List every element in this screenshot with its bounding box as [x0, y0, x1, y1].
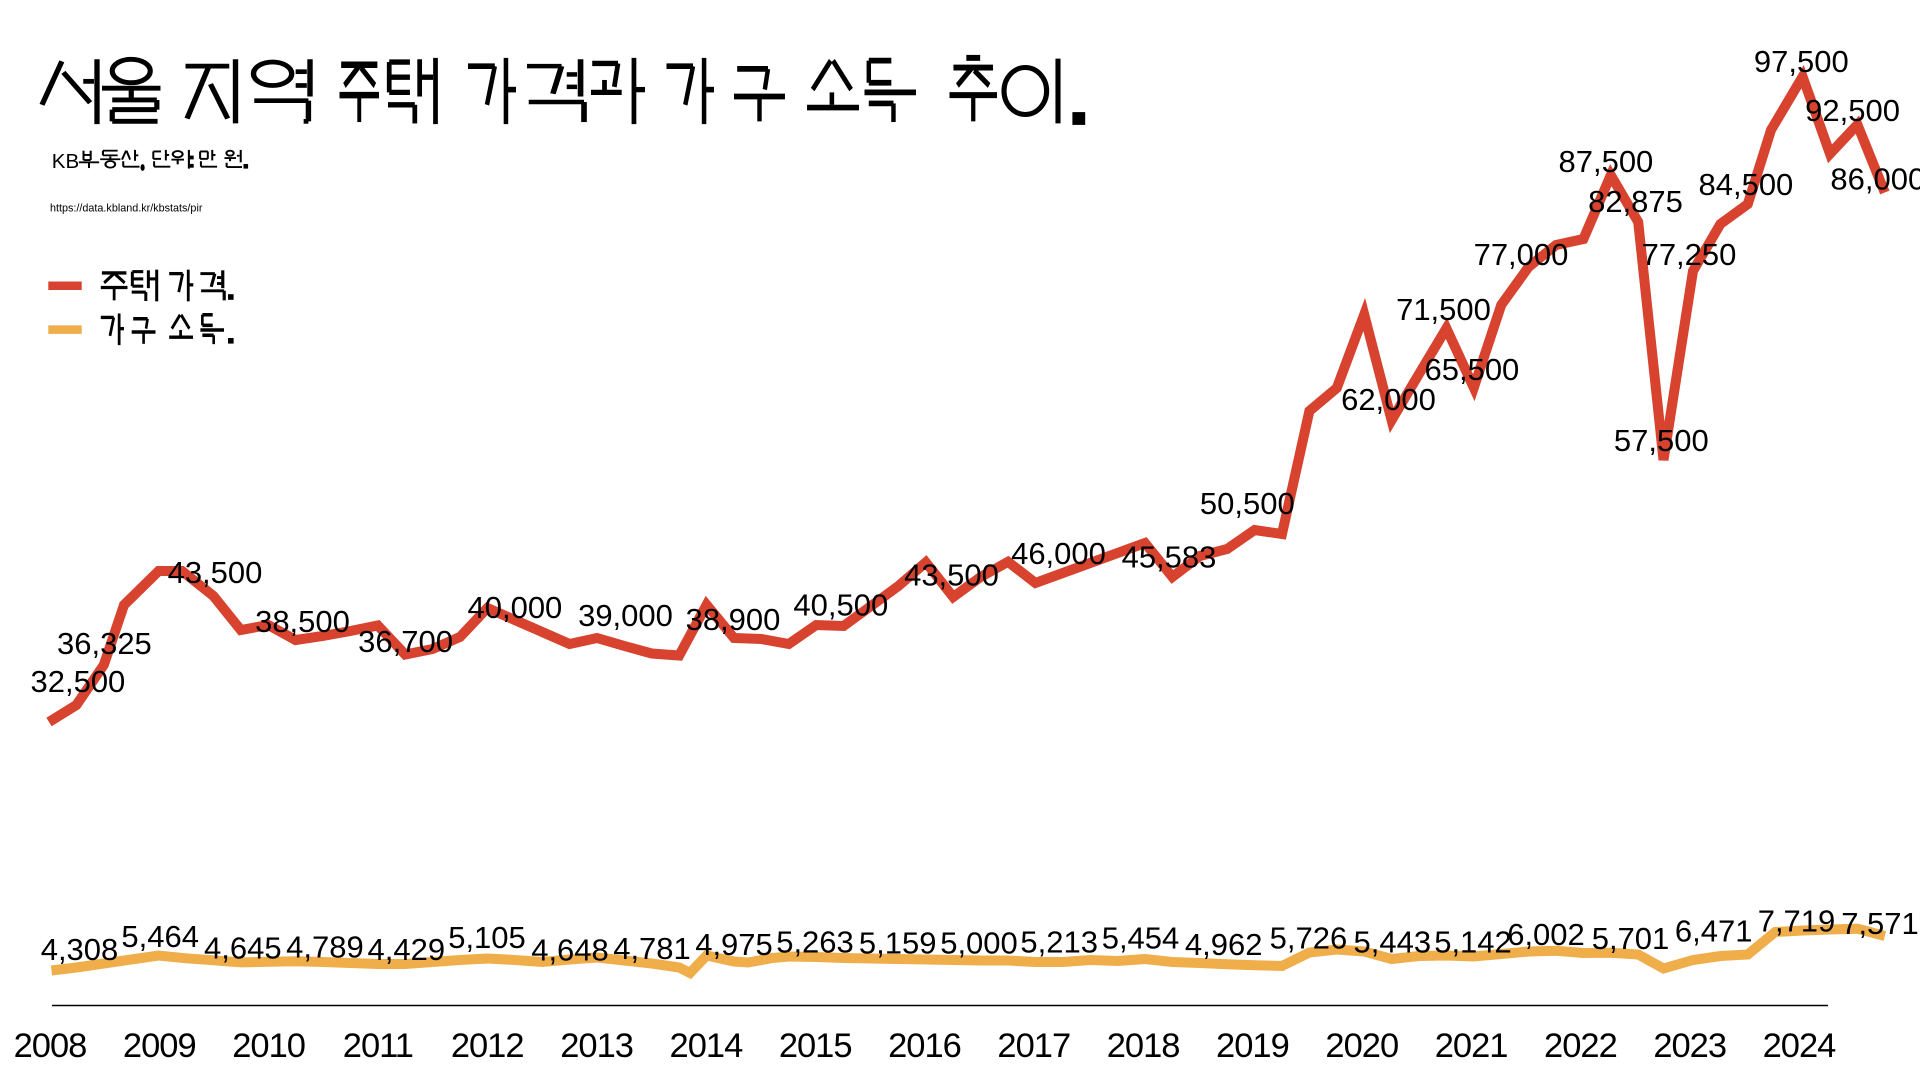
svg-text:71,500: 71,500: [1396, 292, 1491, 327]
svg-text:62,000: 62,000: [1341, 382, 1436, 417]
svg-text:5,701: 5,701: [1592, 921, 1670, 956]
svg-text:50,500: 50,500: [1200, 486, 1295, 521]
svg-text:2019: 2019: [1216, 1027, 1289, 1065]
svg-text:87,500: 87,500: [1558, 144, 1653, 179]
svg-text:38,900: 38,900: [686, 602, 781, 637]
svg-text:57,500: 57,500: [1614, 423, 1709, 458]
svg-text:5,159: 5,159: [859, 926, 937, 961]
svg-text:5,454: 5,454: [1102, 920, 1180, 955]
svg-text:6,471: 6,471: [1675, 914, 1753, 949]
svg-text:5,263: 5,263: [776, 924, 854, 959]
svg-text:38,500: 38,500: [255, 604, 350, 639]
svg-text:7,719: 7,719: [1758, 904, 1836, 939]
svg-text:7,571: 7,571: [1841, 906, 1919, 941]
svg-text:2021: 2021: [1435, 1027, 1508, 1065]
svg-text:2008: 2008: [14, 1027, 87, 1065]
svg-text:77,000: 77,000: [1474, 237, 1569, 272]
svg-text:97,500: 97,500: [1754, 44, 1849, 79]
svg-text:4,648: 4,648: [531, 933, 609, 968]
svg-text:2012: 2012: [451, 1027, 524, 1065]
svg-text:2013: 2013: [560, 1027, 633, 1065]
svg-text:39,000: 39,000: [578, 598, 673, 633]
svg-text:43,500: 43,500: [904, 558, 999, 593]
svg-text:2011: 2011: [343, 1027, 413, 1065]
svg-text:4,781: 4,781: [613, 931, 691, 966]
svg-text:40,500: 40,500: [793, 588, 888, 623]
svg-text:2009: 2009: [123, 1027, 196, 1065]
svg-text:2014: 2014: [670, 1027, 744, 1065]
svg-text:92,500: 92,500: [1805, 93, 1900, 128]
svg-text:5,464: 5,464: [121, 919, 199, 954]
svg-text:2010: 2010: [232, 1027, 305, 1065]
svg-text:32,500: 32,500: [30, 664, 125, 699]
svg-text:5,726: 5,726: [1270, 920, 1348, 955]
svg-text:5,213: 5,213: [1020, 924, 1098, 959]
svg-text:2018: 2018: [1107, 1027, 1180, 1065]
svg-text:https://data.kbland.kr/kbstats: https://data.kbland.kr/kbstats/pir: [50, 203, 203, 215]
svg-text:2017: 2017: [997, 1027, 1070, 1065]
svg-text:4,975: 4,975: [695, 927, 773, 962]
svg-text:4,308: 4,308: [41, 932, 119, 967]
svg-text:2022: 2022: [1544, 1027, 1617, 1065]
svg-text:KB: KB: [52, 150, 79, 173]
svg-text:82,875: 82,875: [1588, 184, 1683, 219]
svg-text:2020: 2020: [1325, 1027, 1398, 1065]
svg-text:5,105: 5,105: [448, 920, 526, 955]
svg-text:4,789: 4,789: [286, 929, 364, 964]
svg-text:86,000: 86,000: [1830, 162, 1920, 197]
svg-text:65,500: 65,500: [1424, 352, 1519, 387]
svg-text:46,000: 46,000: [1011, 536, 1106, 571]
svg-text:40,000: 40,000: [467, 590, 562, 625]
svg-text:43,500: 43,500: [168, 555, 263, 590]
svg-text:77,250: 77,250: [1642, 237, 1737, 272]
svg-text:2015: 2015: [779, 1027, 852, 1065]
svg-text:84,500: 84,500: [1698, 167, 1793, 202]
svg-text:6,002: 6,002: [1507, 917, 1585, 952]
svg-text:4,645: 4,645: [204, 931, 282, 966]
svg-text:2024: 2024: [1763, 1027, 1837, 1065]
svg-text:36,700: 36,700: [358, 624, 453, 659]
svg-text:4,429: 4,429: [368, 932, 446, 967]
svg-text:5,000: 5,000: [940, 925, 1018, 960]
svg-text:2023: 2023: [1653, 1027, 1726, 1065]
svg-text:2016: 2016: [888, 1027, 961, 1065]
svg-text:5,142: 5,142: [1434, 924, 1512, 959]
svg-text:4,962: 4,962: [1185, 927, 1263, 962]
svg-text:36,325: 36,325: [57, 626, 152, 661]
svg-text:5,443: 5,443: [1354, 924, 1432, 959]
svg-text:45,583: 45,583: [1122, 540, 1217, 575]
